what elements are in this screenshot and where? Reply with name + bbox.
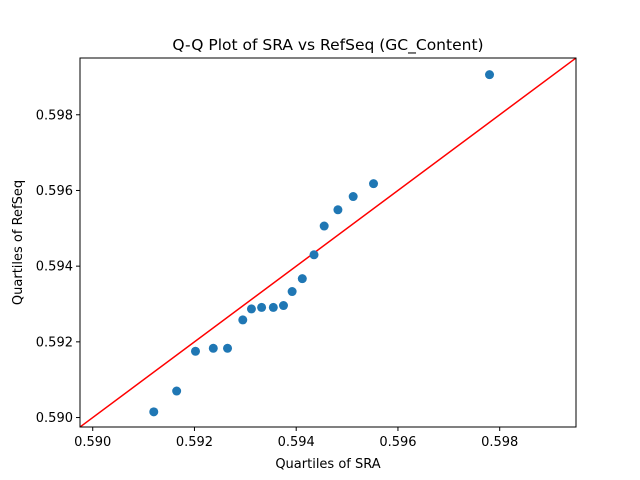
y-tick-label: 0.596 [36, 184, 73, 199]
x-tick-label: 0.592 [176, 435, 213, 450]
data-point [309, 250, 319, 260]
x-tick-label: 0.598 [481, 435, 518, 450]
reference-line [80, 58, 576, 427]
points-group [149, 70, 495, 417]
data-point [333, 205, 343, 215]
x-axis-ticks: 0.590 0.592 0.594 0.596 0.598 [74, 427, 518, 450]
data-point [149, 407, 159, 417]
data-point [257, 302, 267, 312]
y-tick-label: 0.594 [36, 260, 73, 275]
x-tick-label: 0.590 [74, 435, 111, 450]
x-axis-label: Quartiles of SRA [275, 457, 380, 472]
data-point [268, 302, 278, 312]
y-tick-label: 0.598 [36, 108, 73, 123]
y-axis-ticks: 0.590 0.592 0.594 0.596 0.598 [36, 108, 80, 426]
data-point [246, 304, 256, 314]
data-point [287, 287, 297, 297]
data-point [208, 343, 218, 353]
data-point [172, 386, 182, 396]
y-tick-label: 0.592 [36, 335, 73, 350]
data-point [485, 70, 495, 80]
data-point [348, 192, 358, 202]
x-tick-label: 0.596 [379, 435, 416, 450]
data-point [223, 343, 233, 353]
plot-frame [79, 57, 577, 428]
y-axis-label: Quartiles of RefSeq [11, 180, 26, 305]
reference-line-group [80, 58, 576, 427]
data-point [319, 221, 329, 231]
data-point [190, 346, 200, 356]
data-point [238, 315, 248, 325]
chart-title: Q-Q Plot of SRA vs RefSeq (GC_Content) [172, 36, 483, 55]
x-tick-label: 0.594 [278, 435, 315, 450]
data-point [278, 301, 288, 311]
y-tick-label: 0.590 [36, 411, 73, 426]
data-point [297, 274, 307, 284]
data-point [369, 179, 379, 189]
